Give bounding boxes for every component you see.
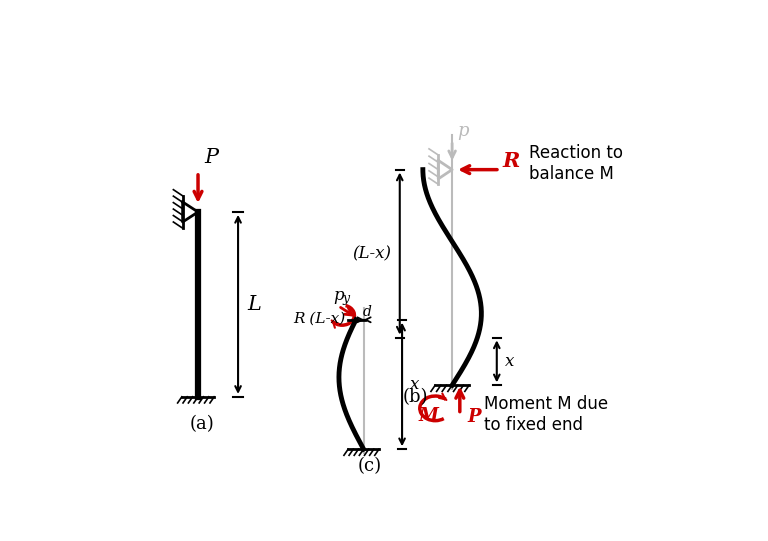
Text: x: x <box>505 353 514 370</box>
Text: Reaction to
balance M: Reaction to balance M <box>529 144 623 183</box>
Text: (b): (b) <box>402 388 428 406</box>
Text: (a): (a) <box>190 415 214 433</box>
Text: (L-x): (L-x) <box>352 245 391 262</box>
Text: p: p <box>333 287 343 304</box>
Text: M: M <box>419 407 438 425</box>
Text: R: R <box>502 151 519 171</box>
Text: p: p <box>457 122 468 140</box>
Text: d: d <box>362 305 372 319</box>
Text: P: P <box>468 408 481 426</box>
Text: L: L <box>247 295 261 314</box>
Text: R (L-x): R (L-x) <box>293 312 345 326</box>
Text: P: P <box>204 148 218 167</box>
Text: Moment M due
to fixed end: Moment M due to fixed end <box>485 395 608 434</box>
Text: y: y <box>342 292 349 305</box>
Text: (c): (c) <box>358 457 382 474</box>
Text: x: x <box>410 376 419 393</box>
